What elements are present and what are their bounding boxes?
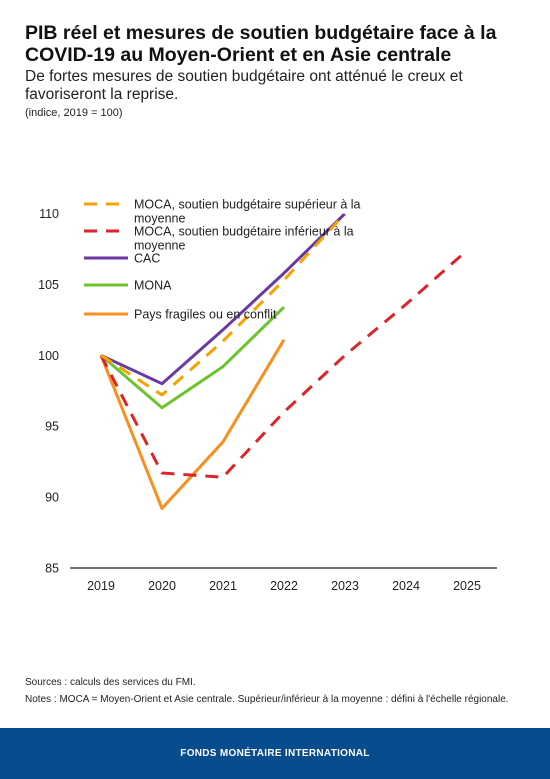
- legend-label-2: CAC: [134, 252, 160, 266]
- imf-footer: FONDS MONÉTAIRE INTERNATIONAL: [0, 728, 550, 779]
- chart-subtitle: De fortes mesures de soutien budgétaire …: [25, 68, 463, 103]
- x-tick-label: 2021: [209, 579, 237, 593]
- x-tick-label: 2019: [87, 579, 115, 593]
- series-line-4: [99, 338, 286, 510]
- legend-label-1: MOCA, soutien budgétaire inférieur à la m…: [134, 225, 354, 253]
- x-tick-label: 2025: [453, 579, 481, 593]
- y-tick-label: 85: [45, 562, 59, 576]
- line-chart: 85 90 95 100 105 110 2019 2020 2021 2022 2023 2024 2…: [38, 198, 497, 593]
- series-line-0: [100, 213, 347, 397]
- y-tick-label: 90: [45, 491, 59, 505]
- series-line-1: [99, 249, 468, 479]
- series-line-3: [100, 306, 286, 410]
- sources-note: Sources : calculs des services du FMI.: [25, 677, 196, 688]
- x-tick-label: 2023: [331, 579, 359, 593]
- notes-text: Notes : MOCA = Moyen-Orient et Asie cent…: [25, 694, 509, 705]
- series-line-2: [100, 213, 347, 386]
- x-tick-label: 2020: [148, 579, 176, 593]
- legend-label-3: MONA: [134, 279, 172, 293]
- y-tick-label: 95: [45, 420, 59, 434]
- axes: 85 90 95 100 105 110 2019 2020 2021 2022 2023 2024 2…: [38, 207, 497, 593]
- legend-label-0: MOCA, soutien budgétaire supérieur à la m…: [134, 198, 361, 226]
- x-tick-label: 2024: [392, 579, 420, 593]
- unit-note: (indice, 2019 = 100): [25, 107, 123, 119]
- series-lines: [99, 213, 468, 510]
- y-tick-label: 100: [38, 349, 59, 363]
- x-tick-label: 2022: [270, 579, 298, 593]
- y-tick-label: 105: [38, 278, 59, 292]
- legend-label-4: Pays fragiles ou en conflit: [134, 308, 277, 322]
- chart-title: PIB réel et mesures de soutien budgétair…: [25, 22, 497, 66]
- y-tick-label: 110: [39, 207, 59, 221]
- legend: MOCA, soutien budgétaire supérieur à la m…: [84, 198, 361, 322]
